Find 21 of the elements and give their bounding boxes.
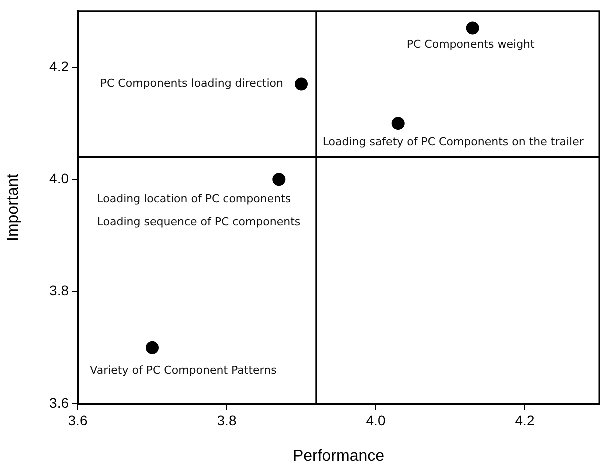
annotation: PC Components weight bbox=[406, 38, 536, 52]
y-axis-title: Important bbox=[5, 173, 22, 242]
x-tick-label: 4.0 bbox=[366, 412, 386, 428]
y-tick-label: 3.8 bbox=[50, 282, 70, 299]
point bbox=[392, 117, 405, 130]
point bbox=[272, 173, 286, 186]
annotation: Loading location of PC components bbox=[97, 192, 292, 206]
x-axis-title: Performance bbox=[292, 448, 385, 465]
x-tick-label: 4.2 bbox=[515, 412, 535, 428]
y-tick-label: 4.2 bbox=[50, 58, 70, 74]
point bbox=[146, 341, 159, 354]
annotation: Variety of PC Component Patterns bbox=[90, 364, 278, 377]
y-tick-label: 4.0 bbox=[50, 170, 70, 187]
annotation: PC Components loading direction bbox=[100, 77, 284, 90]
point bbox=[295, 78, 308, 91]
annotation: Loading sequence of PC components bbox=[97, 215, 301, 228]
point bbox=[466, 22, 480, 35]
x-tick-label: 3.6 bbox=[68, 412, 88, 428]
y-tick-label: 3.6 bbox=[50, 394, 70, 411]
annotation: Loading safety of PC Components on the trailer bbox=[322, 135, 584, 148]
x-tick-label: 3.8 bbox=[217, 412, 237, 428]
